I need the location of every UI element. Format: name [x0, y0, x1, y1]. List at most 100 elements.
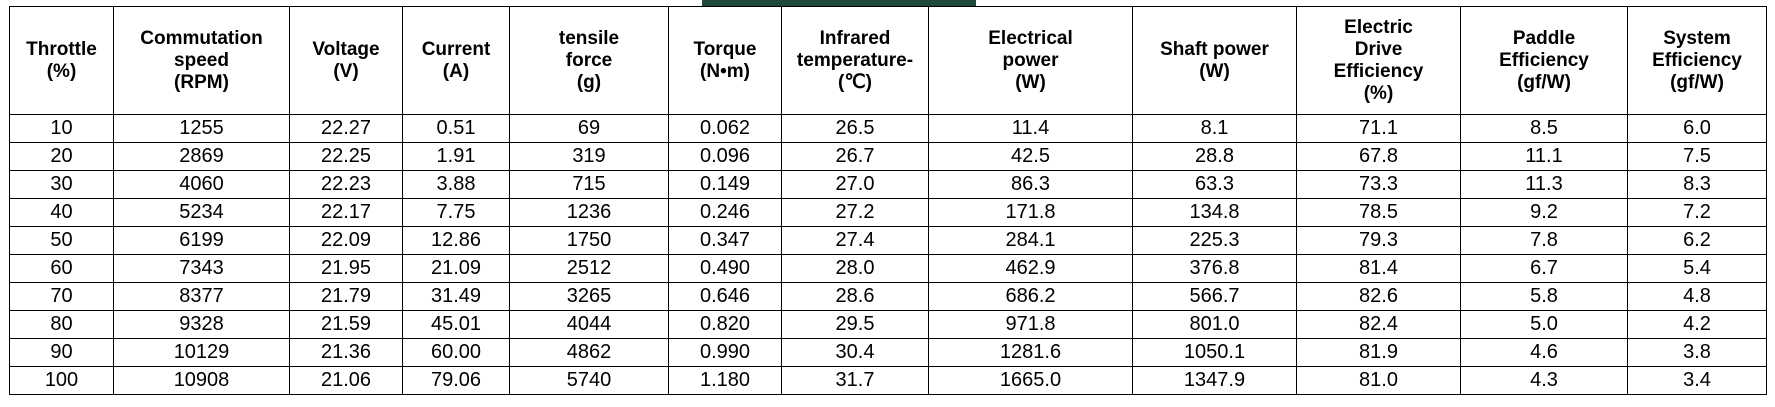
table-cell: 21.36: [289, 338, 403, 367]
table-cell: 60.00: [402, 338, 510, 367]
table-cell: 8.5: [1460, 114, 1628, 143]
header-cell: System Efficiency (gf/W): [1627, 6, 1767, 115]
table-cell: 27.4: [781, 226, 929, 255]
table-cell: 71.1: [1296, 114, 1461, 143]
data-table: Throttle (%) Commutation speed (RPM) Volta…: [9, 6, 1767, 395]
table-cell: 0.062: [668, 114, 782, 143]
table-cell: 21.59: [289, 310, 403, 339]
table-cell: 73.3: [1296, 170, 1461, 199]
table-cell: 67.8: [1296, 142, 1461, 171]
table-cell: 284.1: [928, 226, 1133, 255]
table-cell: 3.4: [1627, 366, 1767, 395]
table-cell: 8.3: [1627, 170, 1767, 199]
table-cell: 11.4: [928, 114, 1133, 143]
table-cell: 715: [509, 170, 669, 199]
table-body: 10 1255 22.27 0.51 69 0.062 26.5 11.4 8.1 71.1 8.5…: [9, 114, 1767, 395]
header-cell: tensile force (g): [509, 6, 669, 115]
table-cell: 21.95: [289, 254, 403, 283]
table-cell: 11.3: [1460, 170, 1628, 199]
table-cell: 80: [9, 310, 114, 339]
header-cell: Torque (N•m): [668, 6, 782, 115]
header-cell: Shaft power (W): [1132, 6, 1297, 115]
table-cell: 10: [9, 114, 114, 143]
table-cell: 4044: [509, 310, 669, 339]
table-cell: 4.8: [1627, 282, 1767, 311]
table-cell: 5234: [113, 198, 290, 227]
table-cell: 686.2: [928, 282, 1133, 311]
table-cell: 4.2: [1627, 310, 1767, 339]
table-row: 30 4060 22.23 3.88 715 0.149 27.0 86.3 63.3 73.3 1…: [9, 170, 1767, 199]
table-cell: 1050.1: [1132, 338, 1297, 367]
table-cell: 0.646: [668, 282, 782, 311]
table-cell: 5740: [509, 366, 669, 395]
table-cell: 81.0: [1296, 366, 1461, 395]
table-cell: 319: [509, 142, 669, 171]
table-cell: 31.7: [781, 366, 929, 395]
table-cell: 70: [9, 282, 114, 311]
table-cell: 22.17: [289, 198, 403, 227]
table-cell: 2512: [509, 254, 669, 283]
table-row: 20 2869 22.25 1.91 319 0.096 26.7 42.5 28.8 67.8 1…: [9, 142, 1767, 171]
table-cell: 29.5: [781, 310, 929, 339]
table-cell: 5.0: [1460, 310, 1628, 339]
table-cell: 0.149: [668, 170, 782, 199]
table-cell: 971.8: [928, 310, 1133, 339]
table-cell: 21.79: [289, 282, 403, 311]
header-row: Throttle (%) Commutation speed (RPM) Volta…: [9, 6, 1767, 115]
table-cell: 3.88: [402, 170, 510, 199]
table-cell: 50: [9, 226, 114, 255]
header-cell: Current (A): [402, 6, 510, 115]
table-cell: 28.8: [1132, 142, 1297, 171]
table-cell: 0.246: [668, 198, 782, 227]
table-cell: 28.6: [781, 282, 929, 311]
table-cell: 8377: [113, 282, 290, 311]
table-cell: 79.3: [1296, 226, 1461, 255]
table-cell: 6.0: [1627, 114, 1767, 143]
table-cell: 7343: [113, 254, 290, 283]
table-cell: 12.86: [402, 226, 510, 255]
table-cell: 7.5: [1627, 142, 1767, 171]
table-cell: 1.91: [402, 142, 510, 171]
table-row: 40 5234 22.17 7.75 1236 0.246 27.2 171.8 134.8 78…: [9, 198, 1767, 227]
header-cell: Voltage (V): [289, 6, 403, 115]
header-cell: Electrical power (W): [928, 6, 1133, 115]
table-cell: 4.3: [1460, 366, 1628, 395]
table-cell: 1281.6: [928, 338, 1133, 367]
table-cell: 10129: [113, 338, 290, 367]
table-cell: 376.8: [1132, 254, 1297, 283]
table-cell: 0.347: [668, 226, 782, 255]
table-cell: 22.25: [289, 142, 403, 171]
table-cell: 30.4: [781, 338, 929, 367]
table-cell: 4060: [113, 170, 290, 199]
table-cell: 462.9: [928, 254, 1133, 283]
table-cell: 566.7: [1132, 282, 1297, 311]
table-cell: 6.7: [1460, 254, 1628, 283]
table-cell: 7.8: [1460, 226, 1628, 255]
header-cell: Infrared temperature- (℃): [781, 6, 929, 115]
table-cell: 21.06: [289, 366, 403, 395]
table-cell: 79.06: [402, 366, 510, 395]
top-bar: [702, 0, 976, 7]
table-cell: 1665.0: [928, 366, 1133, 395]
table-cell: 31.49: [402, 282, 510, 311]
table-cell: 60: [9, 254, 114, 283]
table-cell: 3265: [509, 282, 669, 311]
table-cell: 1236: [509, 198, 669, 227]
table-cell: 7.75: [402, 198, 510, 227]
table-cell: 45.01: [402, 310, 510, 339]
table-cell: 4862: [509, 338, 669, 367]
table-cell: 28.0: [781, 254, 929, 283]
header-cell: Commutation speed (RPM): [113, 6, 290, 115]
table-row: 100 10908 21.06 79.06 5740 1.180 31.7 1665.0 134…: [9, 366, 1767, 395]
table-cell: 3.8: [1627, 338, 1767, 367]
table-cell: 6199: [113, 226, 290, 255]
table-cell: 90: [9, 338, 114, 367]
table-row: 80 9328 21.59 45.01 4044 0.820 29.5 971.8 801.0 8…: [9, 310, 1767, 339]
table-cell: 27.2: [781, 198, 929, 227]
table-cell: 86.3: [928, 170, 1133, 199]
table-cell: 1347.9: [1132, 366, 1297, 395]
table-row: 50 6199 22.09 12.86 1750 0.347 27.4 284.1 225.3 7…: [9, 226, 1767, 255]
table-cell: 22.09: [289, 226, 403, 255]
table-cell: 0.096: [668, 142, 782, 171]
